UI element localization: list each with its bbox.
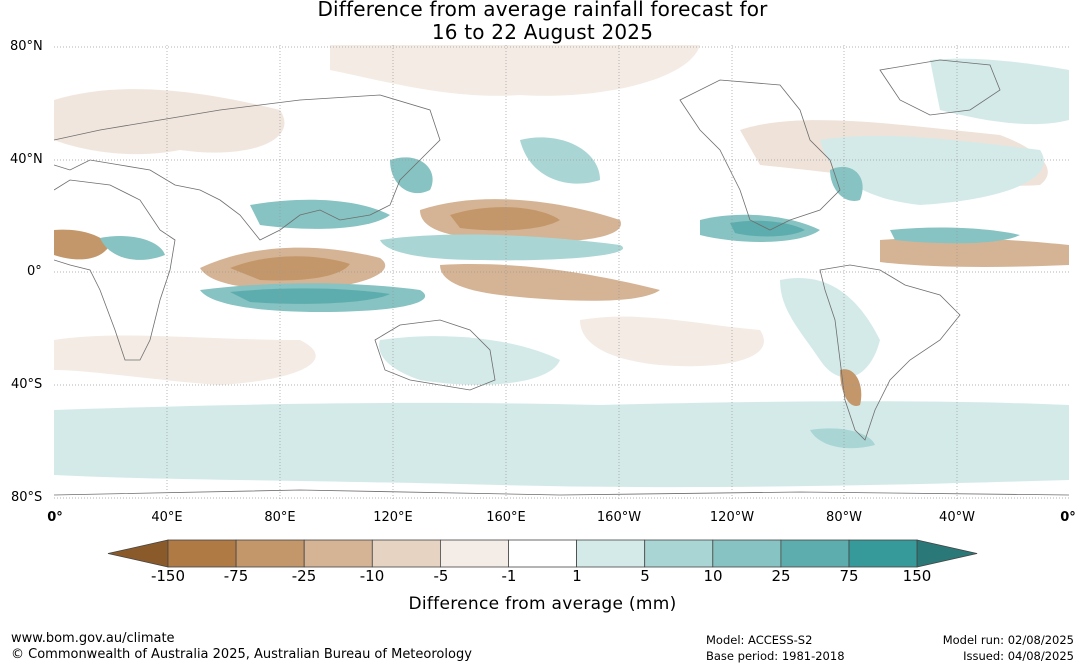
colorbar-tick-minus-5: -5 bbox=[433, 567, 449, 585]
colorbar-cell bbox=[712, 539, 782, 568]
dry-region-south-pacific bbox=[580, 316, 764, 367]
colorbar-cell bbox=[848, 539, 918, 568]
wet-region-southern-ocean bbox=[54, 401, 1069, 488]
coastline-greenland bbox=[879, 59, 1001, 116]
dry-core-north-pacific bbox=[450, 207, 560, 231]
dry-spot-south-america bbox=[840, 369, 862, 406]
coastline-eurasia bbox=[54, 94, 441, 241]
colorbar-tick-minus-150: -150 bbox=[150, 567, 186, 585]
footer-base-period: Base period: 1981-2018 bbox=[706, 649, 845, 663]
wet-band-tropical-atlantic bbox=[890, 227, 1020, 244]
footer-copyright: © Commonwealth of Australia 2025, Austra… bbox=[11, 647, 472, 662]
colorbar-tick-1: 1 bbox=[572, 567, 582, 585]
map-svg bbox=[54, 45, 1069, 500]
coastline-north-america bbox=[679, 79, 841, 231]
lat-label-40n: 40°N bbox=[10, 152, 43, 167]
colorbar-cell bbox=[576, 539, 646, 568]
colorbar-arrow-high bbox=[916, 539, 978, 568]
wet-region-north-pacific bbox=[520, 137, 600, 184]
colorbar-svg bbox=[107, 539, 978, 568]
dry-band-equatorial-pacific bbox=[440, 264, 660, 301]
coastlines bbox=[54, 59, 1069, 496]
lon-label-80e: 80°E bbox=[264, 510, 296, 525]
colorbar-cell bbox=[303, 539, 373, 568]
wet-region-atlantic bbox=[820, 135, 1044, 205]
colorbar-cell bbox=[439, 539, 509, 568]
wet-band-west-pacific bbox=[380, 234, 624, 261]
footer-issued: Issued: 04/08/2025 bbox=[963, 649, 1074, 663]
wet-region-greenland bbox=[930, 58, 1069, 125]
coastline-south-america bbox=[819, 264, 961, 441]
colorbar-cell bbox=[371, 539, 441, 568]
rainfall-anomaly-map: 80°N 40°N 0° 40°S 80°S bbox=[0, 39, 1085, 530]
dry-region-arctic bbox=[330, 45, 700, 96]
wet-spot-us-east-coast bbox=[830, 166, 863, 201]
colorbar-tick-150: 150 bbox=[902, 567, 932, 585]
title-line-2: 16 to 22 August 2025 bbox=[431, 20, 654, 44]
chart-title: Difference from average rainfall forecas… bbox=[0, 0, 1085, 44]
lon-label-80w: 80°W bbox=[826, 510, 862, 525]
lat-label-80n: 80°N bbox=[10, 39, 43, 54]
dry-band-africa bbox=[54, 229, 110, 260]
dry-region-south-indian bbox=[54, 335, 316, 385]
colorbar-tick-minus-1: -1 bbox=[501, 567, 517, 585]
colorbar-arrow-low bbox=[107, 539, 169, 568]
colorbar-cell bbox=[167, 539, 237, 568]
footer-website-link[interactable]: www.bom.gov.au/climate bbox=[11, 631, 175, 646]
dry-band-atlantic bbox=[880, 237, 1069, 267]
lon-label-40e: 40°E bbox=[151, 510, 183, 525]
dry-core-indian-ocean bbox=[230, 256, 350, 281]
coastline-antarctica bbox=[54, 489, 1069, 496]
lat-label-40s: 40°S bbox=[11, 377, 43, 392]
colorbar-tick-10: 10 bbox=[703, 567, 723, 585]
colorbar-tick-minus-25: -25 bbox=[291, 567, 317, 585]
colorbar-cells bbox=[107, 539, 978, 568]
colorbar-tick-minus-75: -75 bbox=[223, 567, 249, 585]
colorbar-tick-5: 5 bbox=[640, 567, 650, 585]
wet-core-south-indian bbox=[230, 288, 390, 304]
colorbar-cell bbox=[235, 539, 305, 568]
lon-label-0-left: 0° bbox=[47, 510, 63, 525]
wet-band-bay-of-bengal bbox=[250, 199, 390, 229]
colorbar-tick-75: 75 bbox=[839, 567, 859, 585]
colorbar-cell bbox=[644, 539, 714, 568]
colorbar-cell bbox=[508, 539, 577, 568]
lat-label-equator: 0° bbox=[27, 264, 42, 279]
footer-model: Model: ACCESS-S2 bbox=[706, 633, 813, 647]
title-line-1: Difference from average rainfall forecas… bbox=[317, 0, 768, 21]
coastline-australia bbox=[374, 319, 496, 391]
wet-region-australia bbox=[379, 336, 560, 385]
lon-label-160w: 160°W bbox=[596, 510, 642, 525]
lat-label-80s: 80°S bbox=[11, 490, 43, 505]
graticule bbox=[54, 45, 1069, 500]
colorbar-tick-25: 25 bbox=[771, 567, 791, 585]
anomaly-contours bbox=[54, 45, 1069, 500]
lon-label-160e: 160°E bbox=[486, 510, 526, 525]
colorbar bbox=[0, 535, 1085, 615]
footer-model-run: Model run: 02/08/2025 bbox=[942, 633, 1074, 647]
colorbar-title: Difference from average (mm) bbox=[408, 594, 677, 614]
wet-region-south-america bbox=[780, 278, 880, 378]
wet-spot-east-africa bbox=[100, 235, 165, 260]
lon-label-120w: 120°W bbox=[709, 510, 755, 525]
dry-region-eurasia bbox=[54, 89, 285, 155]
colorbar-cell bbox=[780, 539, 850, 568]
colorbar-tick-minus-10: -10 bbox=[359, 567, 385, 585]
wet-spot-east-asia bbox=[390, 157, 433, 194]
lon-label-40w: 40°W bbox=[939, 510, 975, 525]
lon-label-0-right: 0° bbox=[1060, 510, 1076, 525]
coastline-africa bbox=[54, 179, 176, 361]
lon-label-120e: 120°E bbox=[373, 510, 413, 525]
